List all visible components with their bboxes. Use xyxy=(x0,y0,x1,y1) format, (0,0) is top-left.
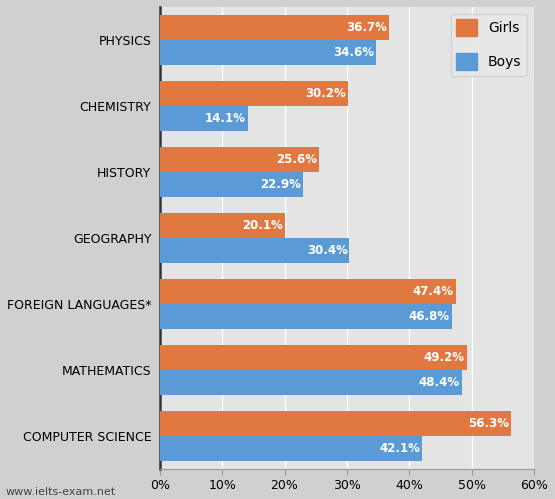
Bar xyxy=(160,411,511,436)
Bar xyxy=(160,304,452,329)
Bar xyxy=(160,436,422,461)
Bar xyxy=(160,238,350,263)
Text: 20.1%: 20.1% xyxy=(243,219,283,232)
Text: 14.1%: 14.1% xyxy=(205,112,246,125)
Bar xyxy=(160,15,388,40)
Text: 30.2%: 30.2% xyxy=(306,87,346,100)
Text: 30.4%: 30.4% xyxy=(307,244,347,257)
Text: 46.8%: 46.8% xyxy=(409,310,450,323)
Text: www.ielts-exam.net: www.ielts-exam.net xyxy=(6,487,116,497)
Text: 56.3%: 56.3% xyxy=(468,417,509,430)
Bar xyxy=(160,345,467,370)
Bar xyxy=(160,106,248,131)
Text: 25.6%: 25.6% xyxy=(276,153,317,166)
Bar xyxy=(160,172,302,197)
Text: 22.9%: 22.9% xyxy=(260,178,301,191)
Bar xyxy=(160,40,376,65)
Text: 49.2%: 49.2% xyxy=(424,351,465,364)
Bar xyxy=(160,213,285,238)
Bar xyxy=(160,278,456,304)
Text: 42.1%: 42.1% xyxy=(380,442,421,455)
Legend: Girls, Boys: Girls, Boys xyxy=(451,14,527,75)
Text: 47.4%: 47.4% xyxy=(412,285,453,298)
Bar xyxy=(160,81,348,106)
Text: 36.7%: 36.7% xyxy=(346,21,387,34)
Bar xyxy=(160,370,462,395)
Text: 48.4%: 48.4% xyxy=(419,376,460,389)
Text: 34.6%: 34.6% xyxy=(333,46,374,59)
Bar xyxy=(160,147,320,172)
